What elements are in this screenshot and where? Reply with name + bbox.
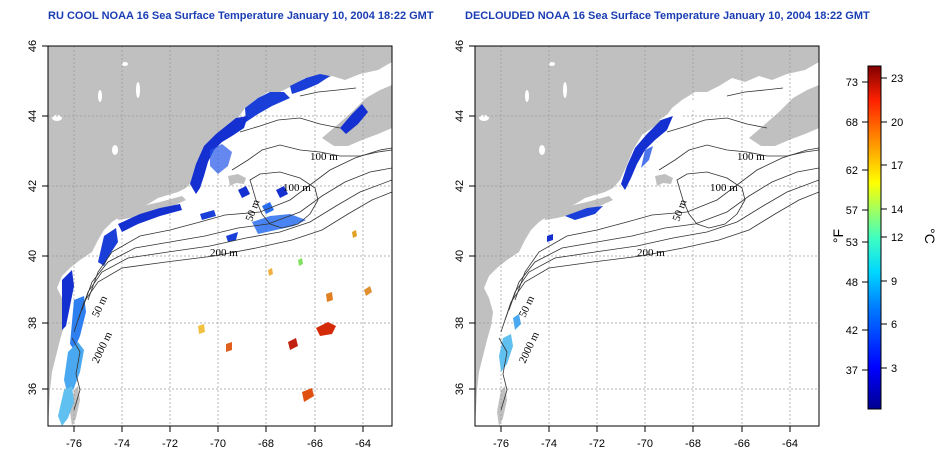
lat-tick-label: 42 xyxy=(454,180,466,192)
lon-tick-label: -76 xyxy=(66,438,82,450)
contour-label-100m-north: 100 m xyxy=(310,151,338,163)
right-y-axis: 36 38 40 42 44 46 xyxy=(454,40,475,395)
right-map-title: DECLOUDED NOAA 16 Sea Surface Temperatur… xyxy=(465,10,870,22)
lon-tick-label: -76 xyxy=(493,438,509,450)
lat-tick-label: 38 xyxy=(454,317,466,329)
contour-label-100m-north: 100 m xyxy=(737,151,765,163)
contour-label-100m-mid: 100 m xyxy=(283,182,311,194)
lat-tick-label: 44 xyxy=(27,110,39,122)
lat-tick-label: 46 xyxy=(27,40,39,52)
celsius-tick: 23 xyxy=(891,73,903,85)
left-plot-frame xyxy=(47,45,393,427)
sst-coastal-cold-band xyxy=(58,74,368,426)
fahrenheit-tick: 68 xyxy=(846,117,858,129)
lon-tick-label: -70 xyxy=(210,438,226,450)
lon-tick-label: -66 xyxy=(307,438,323,450)
lon-tick-label: -66 xyxy=(734,438,750,450)
right-plot-frame xyxy=(474,45,820,427)
fahrenheit-unit-label: °F xyxy=(830,229,846,243)
lat-tick-label: 46 xyxy=(454,40,466,52)
celsius-tick: 12 xyxy=(891,232,903,244)
lon-tick-label: -72 xyxy=(162,438,178,450)
contour-label-200m: 200 m xyxy=(637,247,665,259)
left-y-axis: 36 38 40 42 44 46 xyxy=(27,40,48,395)
lat-tick-label: 36 xyxy=(454,383,466,395)
lat-tick-label: 40 xyxy=(27,250,39,262)
lon-tick-label: -70 xyxy=(637,438,653,450)
fahrenheit-tick: 57 xyxy=(846,205,858,217)
lat-tick-label: 36 xyxy=(27,383,39,395)
celsius-tick: 6 xyxy=(891,319,897,331)
lon-tick-label: -68 xyxy=(685,438,701,450)
right-x-axis: -76 -74 -72 -70 -68 -66 -64 xyxy=(493,426,798,450)
left-map-title: RU COOL NOAA 16 Sea Surface Temperature … xyxy=(48,10,434,22)
lon-tick-label: -64 xyxy=(782,438,798,450)
fahrenheit-tick: 62 xyxy=(846,165,858,177)
temperature-colorbar: 73 68 62 57 53 48 42 37 23 20 17 14 12 9… xyxy=(830,65,938,410)
contour-label-100m-mid: 100 m xyxy=(710,182,738,194)
lat-tick-label: 44 xyxy=(454,110,466,122)
lat-tick-label: 38 xyxy=(27,317,39,329)
fahrenheit-tick: 48 xyxy=(846,277,858,289)
lon-tick-label: -64 xyxy=(355,438,371,450)
lat-tick-label: 40 xyxy=(454,250,466,262)
fahrenheit-tick: 73 xyxy=(846,77,858,89)
right-map: 100 m 100 m 50 m 200 m 50 m 2000 m -76 -… xyxy=(454,40,820,450)
lon-tick-label: -74 xyxy=(541,438,557,450)
lon-tick-label: -72 xyxy=(589,438,605,450)
celsius-tick: 3 xyxy=(891,363,897,375)
lat-tick-label: 42 xyxy=(27,180,39,192)
contour-label-200m: 200 m xyxy=(210,247,238,259)
lon-tick-label: -74 xyxy=(114,438,130,450)
left-map: 100 m 100 m 50 m 200 m 50 m 2000 m -76 -… xyxy=(27,40,393,450)
left-x-axis: -76 -74 -72 -70 -68 -66 -64 xyxy=(66,426,371,450)
sst-offshore-warm-patches xyxy=(198,230,372,402)
celsius-tick: 20 xyxy=(891,117,903,129)
colorbar-gradient xyxy=(867,65,882,410)
celsius-tick: 14 xyxy=(891,204,903,216)
celsius-tick: 17 xyxy=(891,160,903,172)
fahrenheit-tick: 42 xyxy=(846,325,858,337)
lon-tick-label: -68 xyxy=(258,438,274,450)
celsius-unit-label: °C xyxy=(922,228,938,244)
fahrenheit-tick: 37 xyxy=(846,365,858,377)
celsius-tick: 9 xyxy=(891,276,897,288)
fahrenheit-tick: 53 xyxy=(846,237,858,249)
